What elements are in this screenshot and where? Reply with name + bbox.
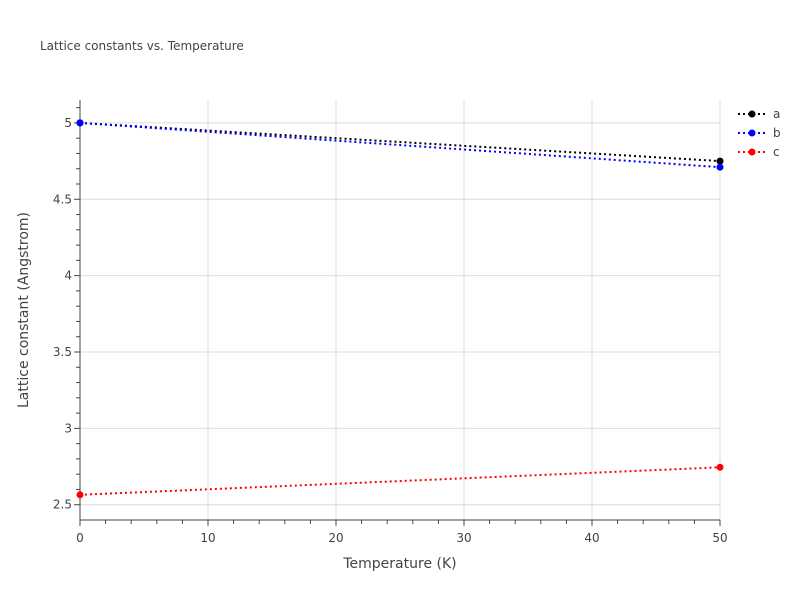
series-line-a: [79, 121, 721, 163]
series-line-c: [79, 466, 721, 496]
legend-item-c[interactable]: c: [738, 145, 780, 159]
y-tick-label: 2.5: [53, 498, 72, 512]
y-tick-label: 4: [64, 269, 72, 283]
y-tick-label: 4.5: [53, 192, 72, 206]
axes: [74, 100, 721, 526]
data-point-b: [76, 119, 84, 127]
data-point-b: [716, 163, 724, 171]
legend-item-b[interactable]: b: [738, 126, 781, 140]
chart-title: Lattice constants vs. Temperature: [40, 39, 244, 53]
data-point-c: [76, 491, 84, 499]
legend-label-a: a: [773, 107, 780, 121]
y-tick-labels: 2.5 3 3.5 4 4.5 5: [53, 116, 72, 512]
legend[interactable]: abc: [738, 107, 781, 159]
x-axis-title: Temperature (K): [342, 556, 456, 572]
legend-label-c: c: [773, 145, 780, 159]
x-tick-labels: 0 10 20 30 40 50: [76, 531, 727, 545]
y-tick-label: 3: [64, 421, 72, 435]
x-tick-label: 30: [456, 531, 471, 545]
x-tick-label: 40: [584, 531, 599, 545]
series-line-b: [79, 121, 721, 169]
legend-marker-c: [748, 148, 756, 156]
y-axis-title: Lattice constant (Angstrom): [16, 212, 32, 408]
x-tick-label: 50: [712, 531, 727, 545]
x-tick-label: 0: [76, 531, 84, 545]
legend-marker-b: [748, 129, 756, 137]
data-point-a: [716, 157, 724, 165]
x-tick-label: 20: [328, 531, 343, 545]
x-tick-label: 10: [200, 531, 215, 545]
y-tick-label: 5: [64, 116, 72, 130]
series-lines: [76, 119, 724, 499]
legend-label-b: b: [773, 126, 781, 140]
legend-item-a[interactable]: a: [738, 107, 780, 121]
data-point-c: [716, 463, 724, 471]
y-tick-label: 3.5: [53, 345, 72, 359]
legend-marker-a: [748, 110, 756, 118]
